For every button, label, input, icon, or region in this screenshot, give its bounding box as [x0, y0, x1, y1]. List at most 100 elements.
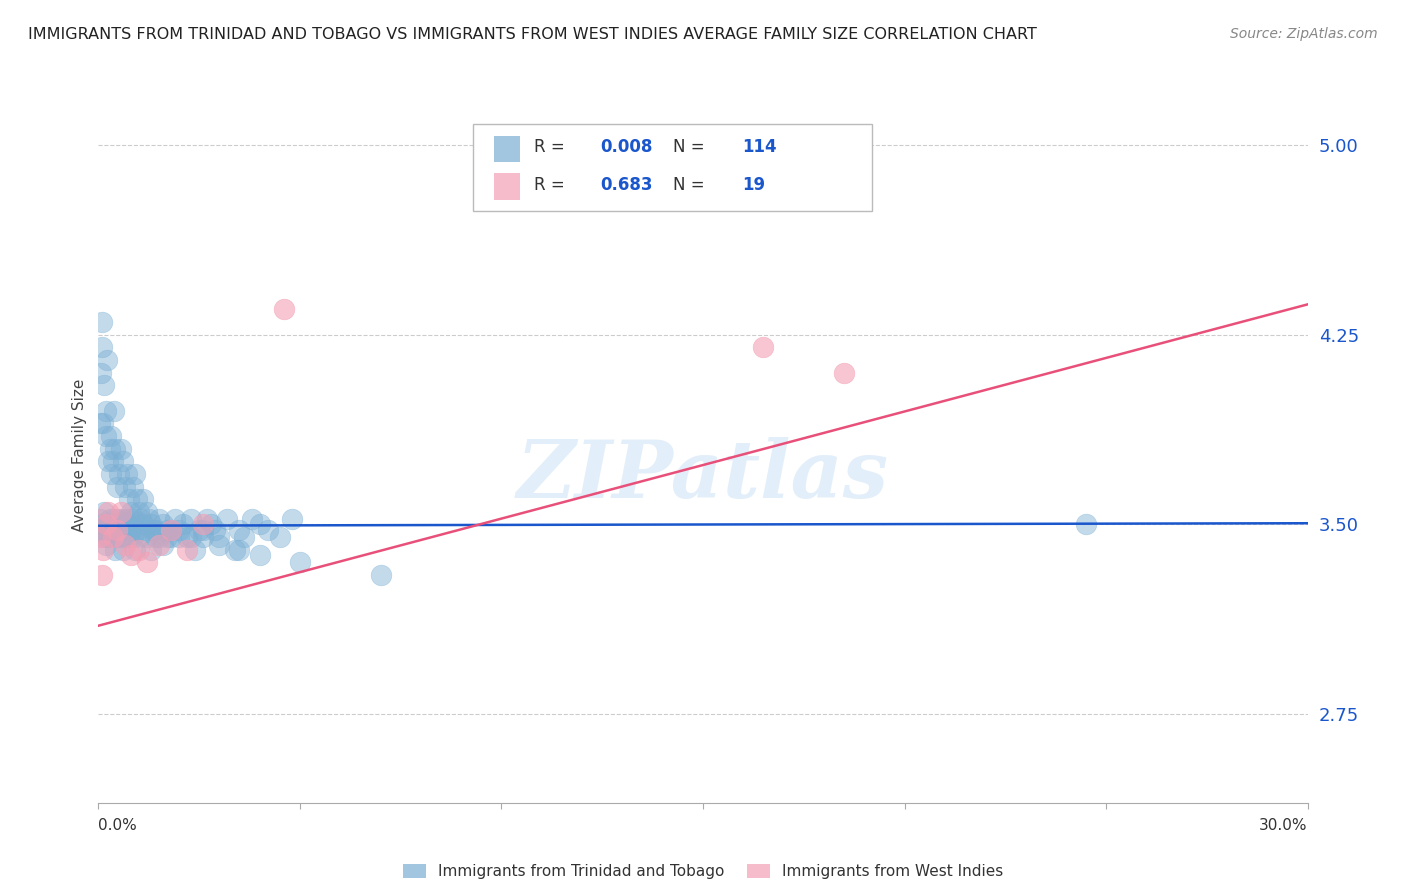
Text: N =: N =: [672, 176, 710, 194]
Point: [100, 429, 122, 443]
Point: [228, 523, 250, 537]
Point: [91, 517, 114, 532]
Point: [1074, 517, 1097, 532]
Point: [184, 542, 207, 557]
Point: [90, 315, 112, 329]
Point: [103, 403, 125, 417]
Point: [200, 517, 222, 532]
Point: [139, 517, 162, 532]
Point: [107, 517, 129, 532]
Point: [176, 530, 198, 544]
Point: [96, 523, 118, 537]
Point: [111, 454, 134, 468]
Point: [103, 512, 125, 526]
Point: [180, 512, 202, 526]
Point: [115, 467, 138, 481]
Point: [94, 429, 117, 443]
Point: [122, 512, 145, 526]
Point: [228, 542, 250, 557]
FancyBboxPatch shape: [474, 124, 872, 211]
Point: [232, 530, 254, 544]
Point: [167, 530, 190, 544]
Point: [94, 517, 117, 532]
Point: [176, 542, 198, 557]
Point: [117, 523, 139, 537]
Point: [91, 340, 114, 354]
Point: [138, 512, 160, 526]
Point: [98, 512, 121, 526]
Point: [124, 467, 146, 481]
Point: [193, 523, 215, 537]
Point: [121, 517, 143, 532]
Point: [103, 542, 125, 557]
Point: [111, 542, 134, 557]
Point: [105, 479, 128, 493]
Point: [110, 442, 132, 456]
Point: [89, 530, 111, 544]
Point: [148, 512, 170, 526]
Point: [240, 512, 263, 526]
Text: 19: 19: [742, 176, 765, 194]
Point: [124, 542, 146, 557]
Point: [370, 568, 392, 582]
Point: [100, 523, 122, 537]
Point: [98, 442, 121, 456]
Point: [93, 505, 115, 519]
Point: [97, 530, 120, 544]
Point: [148, 530, 170, 544]
Point: [129, 512, 152, 526]
Point: [120, 548, 142, 562]
Point: [135, 556, 157, 570]
Point: [143, 523, 166, 537]
Point: [101, 530, 124, 544]
Point: [148, 538, 170, 552]
Point: [101, 530, 124, 544]
Text: 0.683: 0.683: [600, 176, 652, 194]
Point: [152, 538, 174, 552]
Text: 114: 114: [742, 138, 776, 156]
Point: [111, 512, 134, 526]
Point: [156, 530, 179, 544]
Point: [110, 530, 132, 544]
Point: [105, 523, 128, 537]
Point: [107, 467, 129, 481]
Point: [110, 505, 132, 519]
Point: [160, 523, 183, 537]
Point: [135, 505, 157, 519]
Point: [107, 512, 129, 526]
Point: [128, 530, 150, 544]
Text: N =: N =: [672, 138, 710, 156]
Text: 0.008: 0.008: [600, 138, 652, 156]
Point: [752, 340, 775, 354]
Point: [128, 505, 150, 519]
Point: [288, 556, 311, 570]
Point: [128, 542, 150, 557]
Point: [167, 523, 190, 537]
Point: [125, 492, 148, 507]
Point: [208, 530, 231, 544]
Point: [249, 517, 271, 532]
Point: [281, 512, 304, 526]
Point: [96, 353, 118, 368]
Point: [156, 523, 179, 537]
Point: [139, 542, 162, 557]
FancyBboxPatch shape: [494, 173, 520, 200]
Point: [112, 523, 135, 537]
Text: ZIPatlas: ZIPatlas: [517, 437, 889, 515]
Point: [114, 479, 136, 493]
Point: [224, 542, 246, 557]
Point: [91, 530, 114, 544]
Point: [193, 530, 215, 544]
Point: [120, 505, 142, 519]
Point: [105, 530, 128, 544]
Point: [94, 538, 117, 552]
Point: [134, 523, 156, 537]
Y-axis label: Average Family Size: Average Family Size: [72, 378, 87, 532]
Point: [93, 378, 115, 392]
Point: [121, 530, 143, 544]
Point: [97, 505, 120, 519]
Point: [89, 417, 111, 431]
Point: [188, 523, 211, 537]
Text: 0.0%: 0.0%: [98, 818, 138, 832]
Point: [118, 530, 141, 544]
